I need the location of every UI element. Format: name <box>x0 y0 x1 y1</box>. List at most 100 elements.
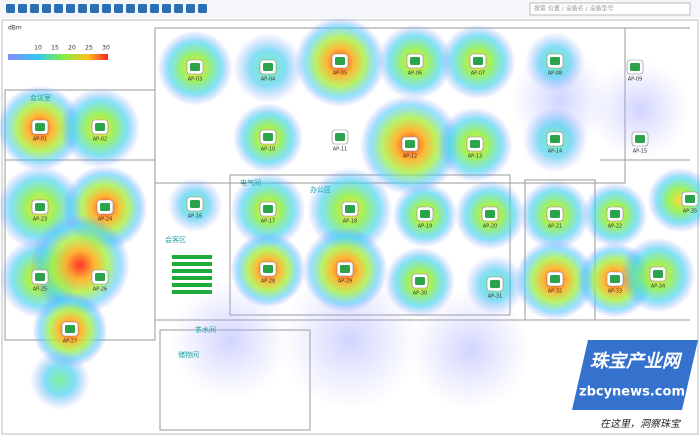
tool-icon[interactable] <box>150 4 159 13</box>
ap-icon-core <box>610 275 620 283</box>
ap-label: AP-01 <box>33 137 48 143</box>
tool-icon[interactable] <box>138 4 147 13</box>
ap-icon-core <box>550 275 560 283</box>
tool-icon[interactable] <box>186 4 195 13</box>
ap-icon-core <box>470 140 480 148</box>
legend-tick-label: 30 <box>102 45 110 52</box>
ap-label: AP-14 <box>548 149 563 155</box>
stair-step <box>172 255 212 259</box>
ap-label: AP-19 <box>418 224 433 230</box>
ap-icon-core <box>485 210 495 218</box>
tool-icon[interactable] <box>18 4 27 13</box>
ap-icon-core <box>550 57 560 65</box>
room-label: 办公区 <box>310 185 331 194</box>
ap-label: AP-15 <box>633 149 648 155</box>
tool-icon[interactable] <box>198 4 207 13</box>
tool-icon[interactable] <box>42 4 51 13</box>
search-box[interactable] <box>529 2 691 16</box>
legend-tick-label: 10 <box>34 45 42 52</box>
ap-label: AP-11 <box>333 147 348 153</box>
ap-icon-core <box>263 63 273 71</box>
ap-icon-core <box>263 205 273 213</box>
tool-icon[interactable] <box>6 4 15 13</box>
ap-label: AP-26 <box>93 287 108 293</box>
legend-scale <box>8 54 108 60</box>
tool-icon[interactable] <box>78 4 87 13</box>
tool-icon[interactable] <box>162 4 171 13</box>
ap-label: AP-18 <box>343 219 358 225</box>
watermark-slogan: 在这里，洞察珠宝 <box>600 418 681 430</box>
ap-icon-core <box>35 123 45 131</box>
tool-icon[interactable] <box>174 4 183 13</box>
ap-icon-core <box>100 203 110 211</box>
ap-label: AP-07 <box>471 71 486 77</box>
ap-icon-core <box>95 273 105 281</box>
ap-icon-core <box>410 57 420 65</box>
ap-icon-core <box>335 57 345 65</box>
ap-label: AP-03 <box>188 77 203 83</box>
ap-label: AP-12 <box>403 154 418 160</box>
room-label: 会客区 <box>165 235 186 244</box>
ap-icon-core <box>415 277 425 285</box>
search-placeholder: 搜索 位置 / 设备名 / 设备型号 <box>534 5 614 13</box>
ap-label: AP-09 <box>628 77 643 83</box>
ap-icon-core <box>263 133 273 141</box>
tool-icon[interactable] <box>30 4 39 13</box>
ap-label: AP-32 <box>548 289 563 295</box>
ap-label: AP-21 <box>548 224 563 230</box>
ap-icon-core <box>65 325 75 333</box>
ap-icon-core <box>473 57 483 65</box>
heat-haze <box>410 290 530 410</box>
heat-blob <box>647 167 700 233</box>
ap-label: AP-30 <box>413 291 428 297</box>
ap-icon-core <box>263 265 273 273</box>
ap-label: AP-35 <box>683 209 698 215</box>
ap-icon-core <box>550 210 560 218</box>
ap-label: AP-27 <box>63 339 78 345</box>
ap-label: AP-04 <box>261 77 276 83</box>
ap-label: AP-17 <box>261 219 276 225</box>
ap-label: AP-25 <box>33 287 48 293</box>
heat-haze <box>280 270 420 410</box>
watermark-badge <box>572 340 698 410</box>
ap-label: AP-16 <box>188 214 203 220</box>
tool-icon[interactable] <box>90 4 99 13</box>
ap-label: AP-31 <box>488 294 503 300</box>
legend-tick-label: 20 <box>68 45 76 52</box>
ap-label: AP-02 <box>93 137 108 143</box>
heat-haze <box>590 60 690 160</box>
ap-label: AP-13 <box>468 154 483 160</box>
stairs <box>172 255 212 294</box>
ap-label: AP-24 <box>98 217 113 223</box>
ap-icon-core <box>345 205 355 213</box>
toolbar-icons <box>6 4 207 13</box>
tool-icon[interactable] <box>102 4 111 13</box>
ap-icon-core <box>335 133 345 141</box>
tool-icon[interactable] <box>126 4 135 13</box>
stair-step <box>172 283 212 287</box>
tool-icon[interactable] <box>66 4 75 13</box>
stair-step <box>172 276 212 280</box>
ap-icon-core <box>550 135 560 143</box>
access-points: AP-01 AP-02 AP-03 AP-04 AP-05 AP-06 AP-07 AP-08… <box>31 53 699 345</box>
ap-icon-core <box>35 273 45 281</box>
room-label: 电气间 <box>240 178 261 187</box>
ap-icon-core <box>685 195 695 203</box>
ap-label: AP-33 <box>608 289 623 295</box>
watermark-brand: 珠宝产业网 <box>590 351 683 372</box>
ap-label: AP-05 <box>333 71 348 77</box>
stair-step <box>172 269 212 273</box>
tool-icon[interactable] <box>114 4 123 13</box>
legend-tick-label: 25 <box>85 45 93 52</box>
stair-step <box>172 290 212 294</box>
ap-label: AP-10 <box>261 147 276 153</box>
ap-label: AP-22 <box>608 224 623 230</box>
ap-icon-core <box>490 280 500 288</box>
legend-tick-label: 15 <box>51 45 59 52</box>
heat-blob <box>30 350 90 410</box>
ap-icon-core <box>340 265 350 273</box>
tool-icon[interactable] <box>54 4 63 13</box>
ap-icon-core <box>405 140 415 148</box>
